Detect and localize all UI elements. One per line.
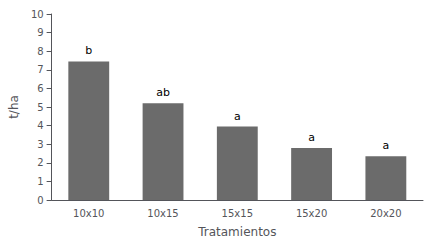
svg-text:6: 6 (37, 83, 43, 94)
svg-text:a: a (308, 131, 315, 144)
svg-text:Tratamientos: Tratamientos (197, 225, 276, 239)
svg-text:20x20: 20x20 (370, 208, 401, 219)
svg-text:4: 4 (37, 120, 43, 131)
svg-text:8: 8 (37, 46, 43, 57)
svg-text:10x15: 10x15 (147, 208, 178, 219)
svg-text:1: 1 (37, 176, 43, 187)
svg-text:15x20: 15x20 (296, 208, 327, 219)
svg-text:15x15: 15x15 (222, 208, 253, 219)
svg-text:t/ha: t/ha (7, 95, 21, 119)
svg-text:2: 2 (37, 157, 43, 168)
svg-text:3: 3 (37, 139, 43, 150)
svg-text:7: 7 (37, 64, 43, 75)
svg-text:10x10: 10x10 (73, 208, 104, 219)
svg-text:a: a (234, 110, 241, 123)
svg-text:10: 10 (31, 9, 44, 20)
svg-text:a: a (382, 139, 389, 152)
svg-text:ab: ab (156, 86, 170, 99)
svg-text:5: 5 (37, 102, 43, 113)
svg-text:b: b (85, 44, 92, 57)
svg-text:9: 9 (37, 27, 43, 38)
svg-text:0: 0 (37, 195, 43, 206)
